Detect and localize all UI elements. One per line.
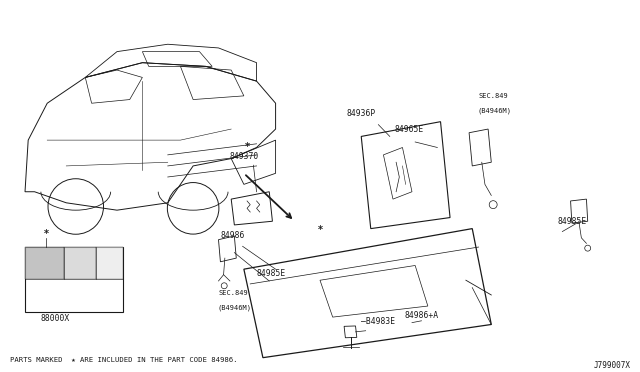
Text: J799007X: J799007X <box>594 361 631 371</box>
Text: (B4946M): (B4946M) <box>217 305 252 311</box>
Text: 84986+A: 84986+A <box>404 311 438 320</box>
Text: 849370: 849370 <box>230 152 259 161</box>
Text: 84985E: 84985E <box>558 217 587 226</box>
Text: (B4946M): (B4946M) <box>477 108 511 114</box>
Text: *: * <box>317 225 323 235</box>
Polygon shape <box>96 247 124 279</box>
Text: SEC.849: SEC.849 <box>479 93 508 99</box>
Text: PARTS MARKED  ★ ARE INCLUDED IN THE PART CODE 84986.: PARTS MARKED ★ ARE INCLUDED IN THE PART … <box>10 357 238 363</box>
Polygon shape <box>25 247 65 279</box>
Text: 84985E: 84985E <box>257 269 286 278</box>
Text: 84936P: 84936P <box>347 109 376 118</box>
Text: 84965E: 84965E <box>394 125 424 134</box>
Text: 88000X: 88000X <box>41 314 70 323</box>
Polygon shape <box>65 247 96 279</box>
Text: 84986: 84986 <box>220 231 244 240</box>
Text: *: * <box>44 229 49 239</box>
Text: SEC.849: SEC.849 <box>218 290 248 296</box>
Text: *: * <box>244 142 250 153</box>
Text: –B4983E: –B4983E <box>361 317 396 326</box>
